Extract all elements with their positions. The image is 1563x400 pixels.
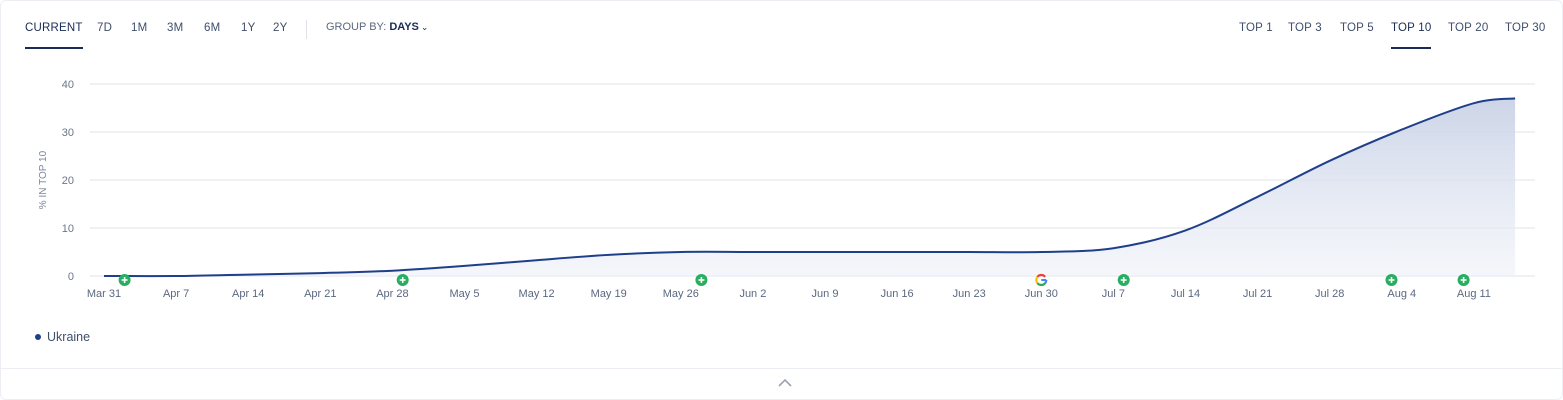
period-3m-tab[interactable]: 3M [167, 22, 184, 34]
x-tick-label: Jun 23 [953, 288, 986, 300]
x-tick-label: May 5 [450, 288, 480, 300]
x-tick-label: Jul 21 [1243, 288, 1272, 300]
x-tick-label: Jul 14 [1171, 288, 1200, 300]
x-tick-label: Jul 7 [1102, 288, 1125, 300]
y-tick-label: 40 [62, 79, 74, 91]
x-tick-label: May 26 [663, 288, 699, 300]
x-tick-label: May 19 [591, 288, 627, 300]
google-update-icon[interactable] [1035, 273, 1048, 287]
x-tick-label: Apr 7 [163, 288, 189, 300]
x-tick-label: Aug 4 [1387, 288, 1416, 300]
x-tick-label: Jun 2 [739, 288, 766, 300]
period-7d-tab[interactable]: 7D [97, 22, 113, 34]
group-by-dropdown[interactable]: GROUP BY: DAYS ⌄ [326, 21, 428, 33]
x-tick-label: Jun 9 [812, 288, 839, 300]
annotation-plus-icon[interactable] [1117, 274, 1130, 286]
x-tick-label: Aug 11 [1457, 288, 1491, 300]
top-20-tab[interactable]: TOP 20 [1448, 22, 1489, 34]
x-tick-label: Mar 31 [87, 288, 121, 300]
chart-legend[interactable]: Ukraine [35, 330, 90, 344]
chevron-down-icon: ⌄ [420, 22, 429, 32]
y-tick-label: 10 [62, 223, 74, 235]
top-1-tab[interactable]: TOP 1 [1239, 22, 1273, 34]
top-3-tab[interactable]: TOP 3 [1288, 22, 1322, 34]
group-by-value: DAYS [389, 21, 419, 33]
legend-label-ukraine: Ukraine [47, 330, 91, 344]
x-tick-label: Apr 28 [376, 288, 408, 300]
y-tick-label: 20 [62, 175, 74, 187]
x-tick-label: Apr 14 [232, 288, 264, 300]
annotation-plus-icon[interactable] [695, 274, 708, 286]
period-6m-tab[interactable]: 6M [204, 22, 221, 34]
y-tick-label: 0 [68, 271, 74, 283]
top-10-tab[interactable]: TOP 10 [1391, 22, 1432, 49]
top-5-tab[interactable]: TOP 5 [1340, 22, 1374, 34]
x-tick-label: May 12 [519, 288, 555, 300]
period-2y-tab[interactable]: 2Y [273, 22, 288, 34]
series-line-ukraine[interactable] [103, 97, 1516, 278]
annotation-plus-icon[interactable] [1385, 274, 1398, 286]
chevron-up-icon[interactable] [776, 376, 794, 390]
chart-toolbar: CURRENT 7D 1M 3M 6M 1Y 2Y GROUP BY: DAYS ⌄… [0, 0, 1563, 50]
period-1y-tab[interactable]: 1Y [241, 22, 256, 34]
annotation-plus-icon[interactable] [396, 274, 409, 286]
annotation-plus-icon[interactable] [118, 274, 131, 286]
top10-visibility-chart: % IN TOP 10 0 10 20 30 40 Mar 31 Apr 7 Apr 14 A… [38, 79, 1535, 300]
period-1m-tab[interactable]: 1M [131, 22, 148, 34]
legend-dot-ukraine [35, 334, 41, 340]
period-current-tab[interactable]: CURRENT [25, 22, 83, 49]
y-tick-label: 30 [62, 127, 74, 139]
x-tick-label: Jun 16 [881, 288, 914, 300]
y-axis-label: % IN TOP 10 [38, 150, 49, 209]
x-tick-label: Apr 21 [304, 288, 336, 300]
annotation-plus-icon[interactable] [1457, 274, 1470, 286]
x-tick-label: Jun 30 [1025, 288, 1058, 300]
x-tick-label: Jul 28 [1315, 288, 1344, 300]
toolbar-divider [306, 20, 307, 39]
footer-divider [0, 368, 1563, 369]
top-30-tab[interactable]: TOP 30 [1505, 22, 1546, 34]
group-by-label: GROUP BY: [326, 21, 387, 33]
series-area-ukraine [104, 98, 1516, 277]
